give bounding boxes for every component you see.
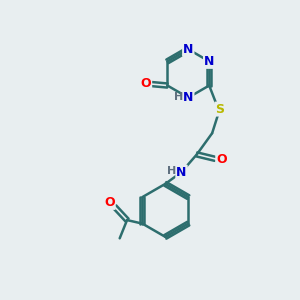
Text: H: H <box>174 92 184 102</box>
Text: O: O <box>216 153 227 166</box>
Text: H: H <box>167 167 177 176</box>
Text: S: S <box>215 103 224 116</box>
Text: O: O <box>141 77 151 90</box>
Text: N: N <box>176 166 187 178</box>
Text: N: N <box>204 55 214 68</box>
Text: N: N <box>183 43 194 56</box>
Text: N: N <box>183 91 194 104</box>
Text: O: O <box>104 196 115 209</box>
